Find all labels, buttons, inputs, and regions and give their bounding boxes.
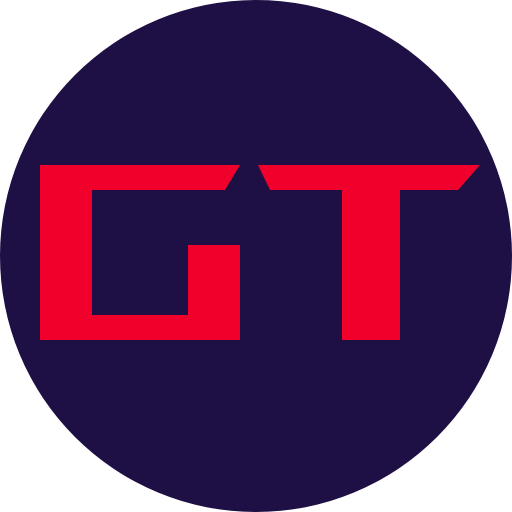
logo-letter-t	[258, 165, 480, 340]
logo-letter-g	[40, 165, 240, 340]
